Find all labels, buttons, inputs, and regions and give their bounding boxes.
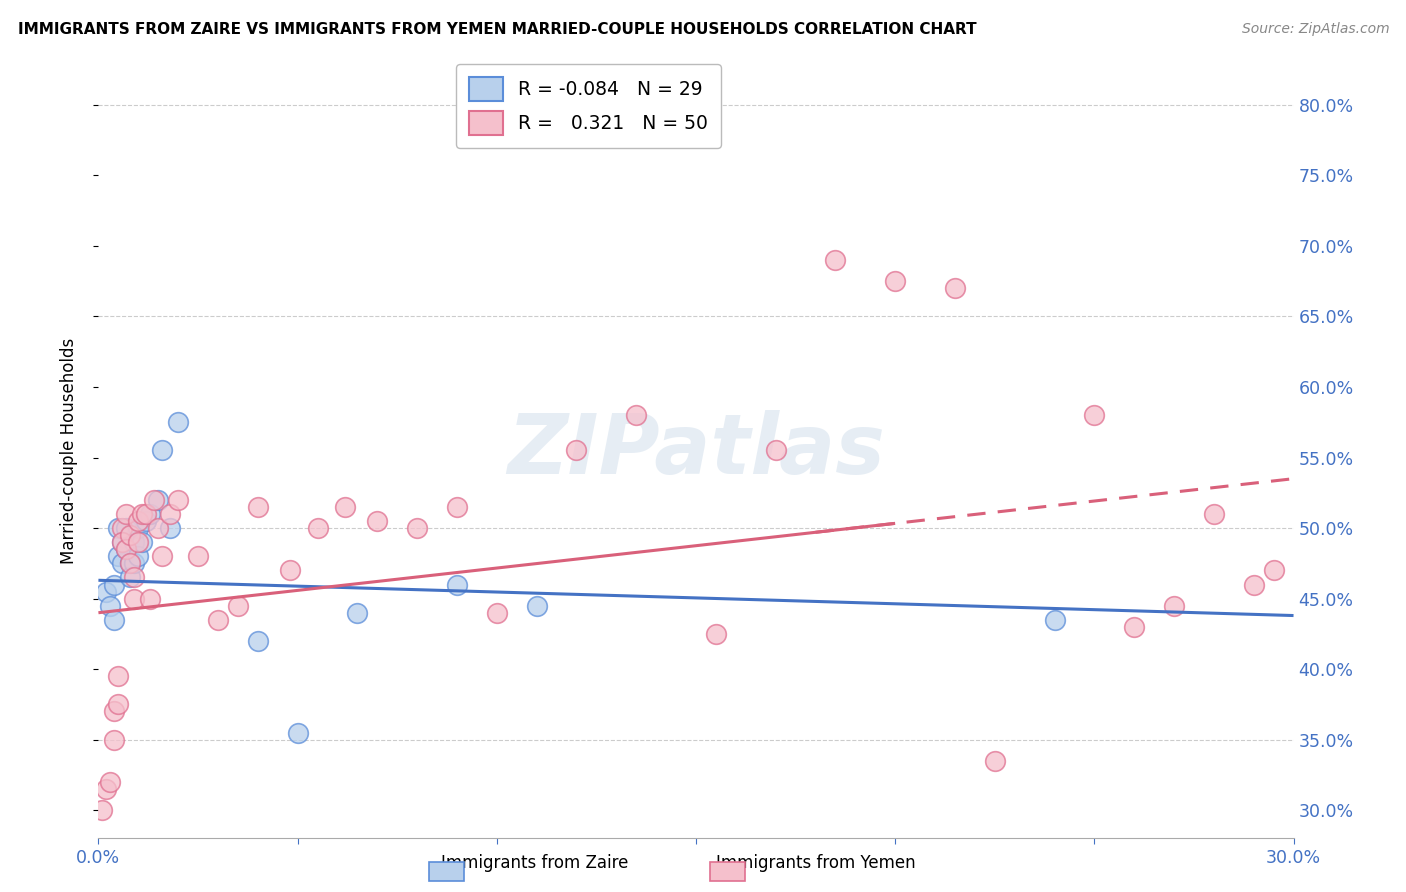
Point: [346, 606, 368, 620]
Point: [884, 274, 907, 288]
Point: [1043, 613, 1066, 627]
Point: [96, 782, 118, 797]
Point: [139, 591, 162, 606]
Point: [824, 252, 846, 267]
Point: [115, 521, 138, 535]
Point: [526, 599, 548, 613]
Point: [135, 514, 157, 528]
Point: [124, 591, 146, 606]
Point: [98, 775, 122, 789]
Point: [1243, 577, 1265, 591]
Point: [246, 500, 269, 514]
Point: [287, 725, 309, 739]
Point: [226, 599, 249, 613]
Point: [150, 443, 173, 458]
Point: [96, 584, 118, 599]
Point: [1083, 408, 1105, 422]
Point: [107, 521, 129, 535]
Point: [127, 521, 149, 535]
Point: [107, 549, 129, 564]
Point: [91, 803, 114, 817]
Point: [124, 570, 146, 584]
Legend: R = -0.084   N = 29, R =   0.321   N = 50: R = -0.084 N = 29, R = 0.321 N = 50: [456, 64, 721, 148]
Point: [148, 521, 170, 535]
Point: [207, 613, 229, 627]
Point: [107, 669, 129, 683]
Point: [103, 705, 125, 719]
Text: IMMIGRANTS FROM ZAIRE VS IMMIGRANTS FROM YEMEN MARRIED-COUPLE HOUSEHOLDS CORRELA: IMMIGRANTS FROM ZAIRE VS IMMIGRANTS FROM…: [18, 22, 977, 37]
Point: [1163, 599, 1185, 613]
Point: [246, 634, 269, 648]
Point: [115, 542, 138, 557]
Point: [120, 557, 142, 571]
Point: [485, 606, 508, 620]
Point: [98, 599, 122, 613]
Text: ZIPatlas: ZIPatlas: [508, 410, 884, 491]
Point: [765, 443, 787, 458]
Text: Source: ZipAtlas.com: Source: ZipAtlas.com: [1241, 22, 1389, 37]
Point: [103, 613, 125, 627]
Point: [124, 557, 146, 571]
Point: [115, 507, 138, 521]
Point: [159, 521, 181, 535]
Text: Immigrants from Yemen: Immigrants from Yemen: [716, 855, 915, 872]
Point: [446, 500, 468, 514]
Point: [187, 549, 209, 564]
Y-axis label: Married-couple Households: Married-couple Households: [59, 337, 77, 564]
Point: [127, 535, 149, 549]
Point: [131, 535, 153, 549]
Point: [120, 528, 142, 542]
Point: [626, 408, 648, 422]
Point: [167, 492, 190, 507]
Point: [120, 570, 142, 584]
Point: [120, 557, 142, 571]
Point: [446, 577, 468, 591]
Point: [103, 732, 125, 747]
Point: [167, 415, 190, 429]
Point: [135, 507, 157, 521]
Point: [111, 535, 134, 549]
Point: [704, 627, 727, 641]
Point: [143, 492, 166, 507]
Point: [1263, 563, 1285, 577]
Point: [127, 514, 149, 528]
Point: [107, 698, 129, 712]
Point: [111, 535, 134, 549]
Point: [103, 577, 125, 591]
Point: [943, 281, 966, 295]
Point: [1202, 507, 1225, 521]
Point: [111, 557, 134, 571]
Point: [115, 542, 138, 557]
Point: [406, 521, 429, 535]
Point: [565, 443, 588, 458]
Point: [150, 549, 173, 564]
Point: [127, 549, 149, 564]
Point: [366, 514, 388, 528]
Point: [984, 754, 1007, 768]
Point: [307, 521, 329, 535]
Point: [139, 507, 162, 521]
Point: [124, 535, 146, 549]
Point: [131, 507, 153, 521]
Point: [148, 492, 170, 507]
Point: [278, 563, 301, 577]
Point: [335, 500, 357, 514]
Point: [111, 521, 134, 535]
Text: Immigrants from Zaire: Immigrants from Zaire: [440, 855, 628, 872]
Point: [159, 507, 181, 521]
Point: [1123, 620, 1146, 634]
